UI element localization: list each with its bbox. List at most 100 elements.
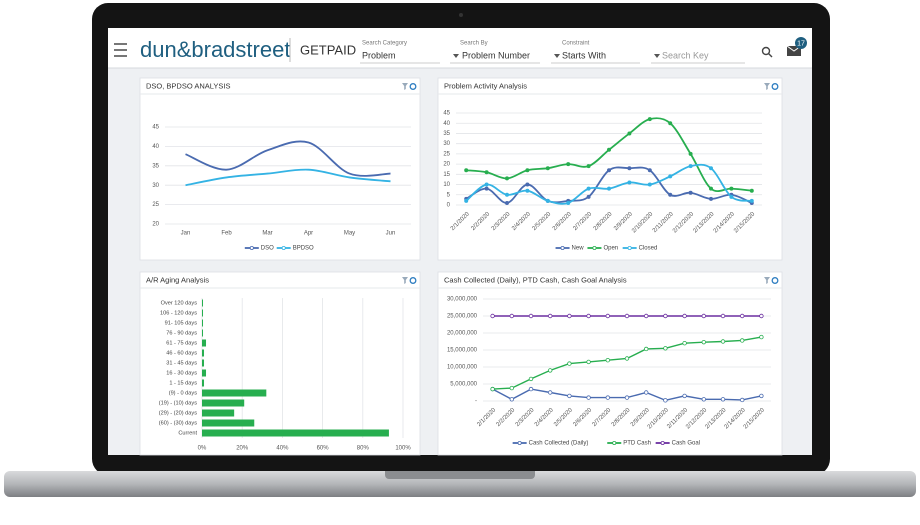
y-tick-label: 106 - 120 days	[160, 310, 197, 316]
data-point	[740, 397, 745, 403]
data-point	[627, 180, 632, 185]
legend-label: Cash Goal	[672, 441, 700, 447]
filter-icon[interactable]	[764, 277, 770, 284]
legend-label: Open	[603, 246, 618, 252]
legend-dot	[627, 245, 632, 250]
laptop-notch	[385, 471, 535, 479]
legend-dot	[592, 245, 597, 250]
data-point	[647, 117, 652, 122]
data-point	[720, 397, 726, 402]
data-point	[545, 198, 550, 203]
field-label: Search Category	[362, 41, 407, 47]
header-bar	[108, 28, 812, 68]
x-tick-label: 0%	[198, 446, 207, 452]
mail-icon[interactable]: 17	[786, 37, 807, 56]
data-point	[663, 398, 668, 403]
search-input[interactable]: Search Key	[662, 50, 709, 60]
field-value[interactable]: Problem Number	[462, 50, 530, 60]
y-tick-label: 40	[152, 144, 159, 150]
x-tick-label: Apr	[304, 231, 313, 237]
field-label: Search By	[460, 41, 488, 47]
data-point	[749, 198, 754, 203]
y-tick-label: 20,000,000	[447, 331, 478, 337]
y-tick-label: 20	[443, 162, 450, 168]
data-point	[464, 168, 469, 173]
data-point	[682, 393, 687, 399]
y-tick-label: (9) - 0 days	[169, 390, 197, 396]
data-point	[586, 313, 591, 319]
filter-icon[interactable]	[402, 83, 408, 90]
y-tick-label: 30	[152, 183, 159, 189]
data-point	[709, 186, 714, 191]
panel-title: A/R Aging Analysis	[146, 275, 209, 284]
data-point	[504, 200, 509, 205]
bar	[202, 399, 245, 407]
data-point	[729, 186, 734, 191]
legend-dot	[249, 245, 254, 250]
search-icon[interactable]	[761, 46, 773, 58]
bar	[202, 329, 204, 337]
series-line	[185, 168, 391, 187]
y-tick-label: 5,000,000	[450, 382, 477, 388]
data-point	[567, 313, 572, 319]
data-point	[624, 395, 630, 400]
y-tick-label: 30,000,000	[447, 297, 478, 303]
x-tick-label: May	[344, 231, 355, 237]
y-tick-label: 35	[152, 163, 159, 169]
y-tick-label: 35	[443, 131, 450, 137]
data-point	[509, 397, 514, 402]
x-tick-label: 100%	[395, 446, 411, 452]
filter-icon[interactable]	[402, 277, 408, 284]
y-tick-label: -	[475, 399, 477, 405]
data-point	[605, 395, 610, 400]
panel	[437, 271, 783, 456]
data-point	[663, 313, 668, 319]
field-value[interactable]: Starts With	[562, 50, 606, 60]
refresh-icon[interactable]	[409, 83, 417, 90]
data-point	[759, 393, 764, 399]
bar	[202, 429, 389, 437]
panel	[139, 77, 421, 261]
bar	[202, 409, 235, 417]
data-point	[525, 182, 530, 187]
data-point	[720, 313, 726, 319]
refresh-icon[interactable]	[409, 277, 417, 284]
data-point	[709, 196, 714, 201]
data-point	[504, 192, 509, 197]
y-tick-label: 46 - 60 days	[166, 350, 197, 356]
data-point	[528, 386, 534, 392]
bar	[202, 369, 207, 377]
panel	[139, 271, 421, 456]
refresh-icon[interactable]	[771, 277, 779, 284]
data-point	[701, 339, 706, 345]
legend-label: New	[572, 246, 585, 252]
data-point	[644, 313, 649, 319]
refresh-icon[interactable]	[771, 83, 779, 90]
camera	[459, 13, 463, 17]
data-point	[566, 162, 571, 167]
data-point	[607, 147, 612, 152]
logo: dun&bradstreet	[140, 37, 290, 62]
field-value[interactable]: Problem	[362, 50, 396, 60]
y-tick-label: 31 - 45 days	[166, 360, 197, 366]
data-point	[607, 168, 612, 173]
x-tick-label: Jan	[181, 231, 191, 237]
filter-icon[interactable]	[764, 83, 770, 90]
menu-icon[interactable]	[114, 43, 127, 57]
data-point	[663, 346, 668, 351]
bar	[202, 299, 204, 307]
y-tick-label: 15	[443, 172, 450, 178]
x-tick-label: 40%	[276, 446, 289, 452]
panel-title: Problem Activity Analysis	[444, 81, 527, 90]
y-tick-label: 5	[447, 192, 451, 198]
y-tick-label: 25,000,000	[447, 314, 478, 320]
data-point	[490, 313, 495, 319]
legend-dot	[517, 440, 522, 445]
y-tick-label: 10	[443, 182, 450, 188]
data-point	[586, 395, 591, 400]
panel-title: Cash Collected (Daily), PTD Cash, Cash G…	[444, 275, 627, 284]
bar	[202, 419, 255, 427]
data-point	[548, 313, 553, 319]
